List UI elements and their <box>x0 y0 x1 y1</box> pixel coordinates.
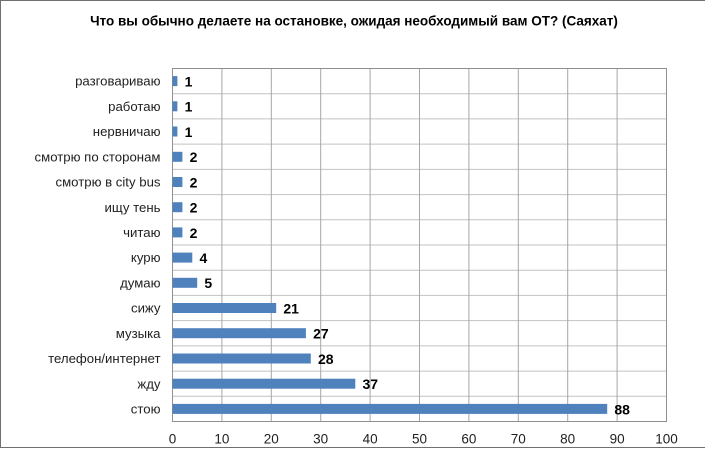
svg-text:музыка: музыка <box>116 326 161 341</box>
svg-text:2: 2 <box>190 149 198 165</box>
svg-text:смотрю по сторонам: смотрю по сторонам <box>35 149 161 164</box>
svg-text:смотрю в city bus: смотрю в city bus <box>55 175 160 190</box>
svg-text:28: 28 <box>318 351 334 367</box>
svg-text:50: 50 <box>412 432 427 447</box>
svg-text:читаю: читаю <box>123 225 160 240</box>
svg-text:жду: жду <box>137 376 161 391</box>
svg-text:4: 4 <box>200 250 208 266</box>
svg-text:10: 10 <box>214 432 229 447</box>
svg-text:сижу: сижу <box>131 301 161 316</box>
svg-text:работаю: работаю <box>108 99 160 114</box>
svg-text:нервничаю: нервничаю <box>93 124 161 139</box>
svg-text:1: 1 <box>185 74 193 90</box>
svg-text:88: 88 <box>614 401 630 417</box>
svg-text:думаю: думаю <box>120 275 161 290</box>
svg-text:телефон/интернет: телефон/интернет <box>48 351 160 366</box>
svg-text:1: 1 <box>185 99 193 115</box>
svg-text:0: 0 <box>169 432 177 447</box>
svg-text:90: 90 <box>610 432 625 447</box>
svg-text:80: 80 <box>560 432 575 447</box>
svg-text:курю: курю <box>131 250 161 265</box>
svg-text:2: 2 <box>190 225 198 241</box>
svg-text:70: 70 <box>511 432 526 447</box>
svg-text:37: 37 <box>363 376 379 392</box>
svg-text:стою: стою <box>131 402 161 417</box>
svg-text:60: 60 <box>461 432 476 447</box>
svg-text:2: 2 <box>190 174 198 190</box>
svg-text:40: 40 <box>363 432 378 447</box>
svg-text:разговариваю: разговариваю <box>75 74 161 89</box>
svg-text:2: 2 <box>190 200 198 216</box>
svg-text:21: 21 <box>283 300 299 316</box>
svg-text:1: 1 <box>185 124 193 140</box>
svg-text:20: 20 <box>264 432 279 447</box>
svg-text:ищу тень: ищу тень <box>104 200 160 215</box>
svg-text:100: 100 <box>655 432 678 447</box>
svg-text:Что вы обычно делаете на остан: Что вы обычно делаете на остановке, ожид… <box>90 14 618 29</box>
svg-text:27: 27 <box>313 326 329 342</box>
svg-text:30: 30 <box>313 432 328 447</box>
svg-text:5: 5 <box>204 275 212 291</box>
